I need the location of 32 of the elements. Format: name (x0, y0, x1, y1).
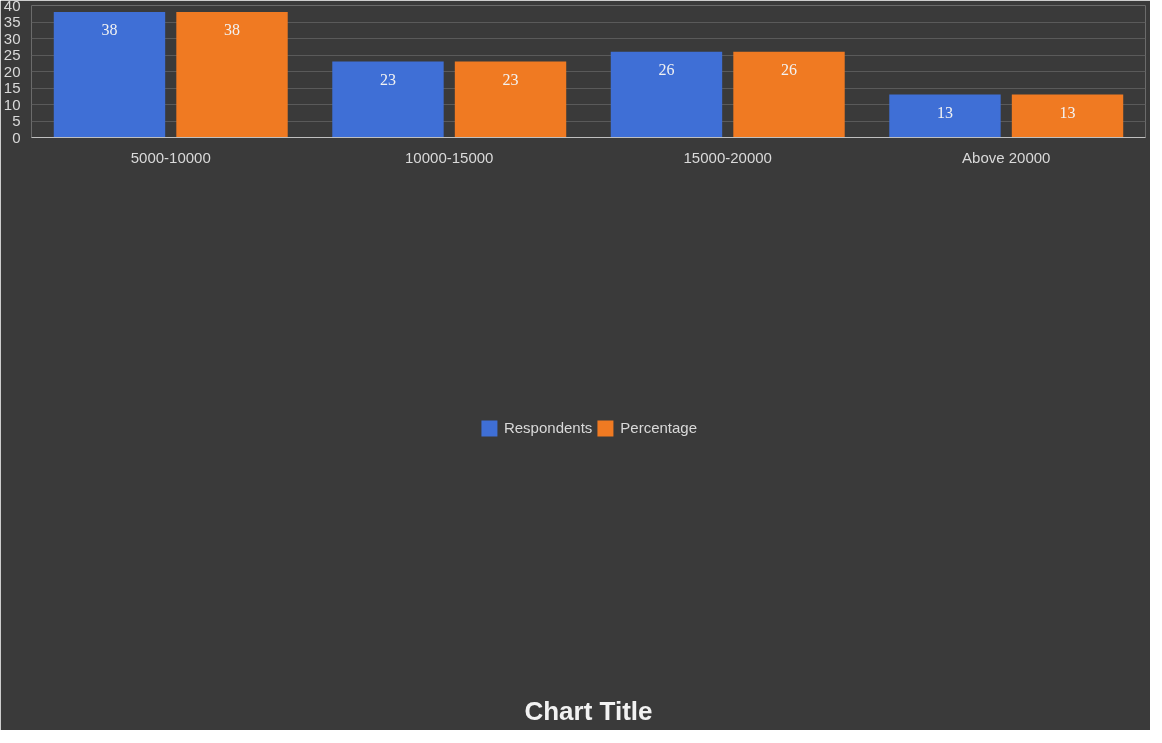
y-tick-label: 35 (3, 13, 21, 30)
bar (733, 51, 845, 138)
data-label: 26 (781, 60, 798, 78)
bar (53, 12, 166, 138)
y-tick-label: 30 (3, 29, 21, 47)
legend-label: Percentage (620, 419, 698, 437)
bar (889, 94, 1001, 138)
data-label: 23 (502, 70, 519, 88)
data-label: 13 (1059, 103, 1076, 121)
x-tick-label: Above 20000 (962, 148, 1051, 166)
y-tick-label: 10 (3, 95, 21, 113)
y-tick-label: 15 (3, 79, 21, 96)
data-label: 13 (936, 103, 953, 121)
y-tick-label: 0 (12, 128, 21, 146)
bar (332, 61, 444, 138)
data-label: 38 (224, 21, 241, 39)
data-label: 26 (658, 60, 675, 78)
bar (454, 61, 567, 138)
y-tick-label: 20 (3, 62, 21, 80)
bar (610, 51, 723, 138)
x-tick-label: 10000-15000 (405, 148, 494, 166)
bar (176, 12, 288, 138)
data-label: 38 (101, 21, 118, 39)
bar (1011, 94, 1124, 138)
y-tick-label: 25 (3, 46, 21, 63)
data-label: 23 (379, 70, 396, 88)
x-tick-label: 5000-10000 (130, 148, 211, 166)
y-tick-label: 5 (12, 112, 21, 129)
y-tick-label: 40 (3, 0, 21, 14)
text: Chart Title (524, 695, 653, 726)
x-tick-label: 15000-20000 (683, 148, 772, 166)
legend-label: Respondents (503, 419, 593, 437)
